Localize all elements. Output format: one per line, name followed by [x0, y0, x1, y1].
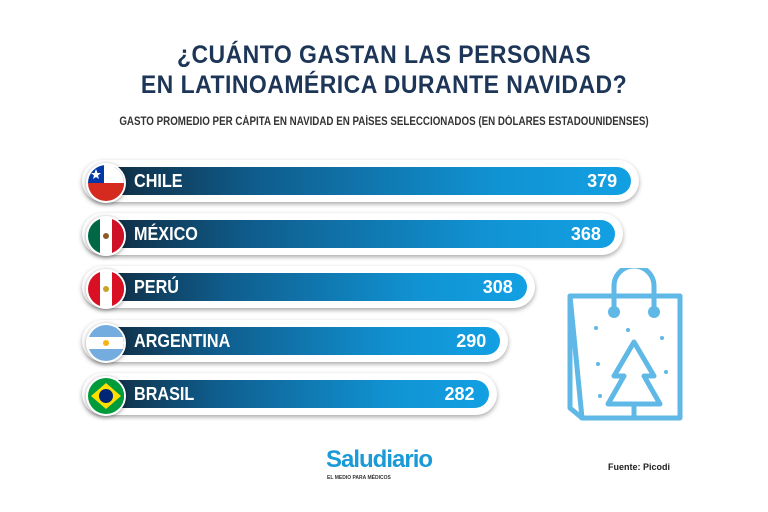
title-line-2: EN LATINOAMÉRICA DURANTE NAVIDAD? [140, 71, 628, 99]
bar [98, 327, 501, 355]
chart-title: ¿CUÁNTO GASTAN LAS PERSONAS EN LATINOAMÉ… [31, 40, 738, 100]
saludiario-logo: Saludiario [326, 446, 433, 473]
bar-row: BRASIL 282 [82, 373, 497, 416]
data-label: 282 [444, 384, 475, 404]
chile-flag-icon [86, 163, 126, 203]
bar [98, 380, 489, 408]
bar-label: BRASIL [134, 384, 195, 404]
bar-row: PERÚ 308 [82, 266, 535, 309]
shopping-bag-icon [567, 268, 683, 421]
mexico-flag-icon [86, 216, 126, 256]
peru-flag-icon [86, 269, 126, 309]
bar [98, 167, 632, 195]
data-label: 368 [570, 224, 601, 244]
bar-row: CHILE 379 [82, 160, 640, 203]
source-note: Fuente: Picodi [608, 462, 671, 472]
bar-row: ARGENTINA 290 [82, 320, 509, 363]
bar-label: PERÚ [134, 277, 180, 297]
argentina-flag-icon [86, 323, 126, 363]
data-label: 290 [456, 331, 487, 351]
logo-tagline: EL MEDIO PARA MÉDICOS [327, 475, 391, 481]
brasil-flag-icon [86, 376, 126, 416]
bar-label: MÉXICO [134, 224, 198, 244]
bar-label: ARGENTINA [134, 331, 231, 351]
data-label: 308 [482, 277, 513, 297]
bar-row: MÉXICO 368 [82, 213, 623, 256]
bar [98, 273, 527, 301]
data-label: 379 [587, 171, 618, 191]
chart-subtitle: GASTO PROMEDIO PER CÁPITA EN NAVIDAD EN … [119, 116, 649, 128]
bar [98, 220, 615, 248]
title-line-1: ¿CUÁNTO GASTAN LAS PERSONAS [176, 41, 592, 69]
bar-label: CHILE [134, 171, 183, 191]
